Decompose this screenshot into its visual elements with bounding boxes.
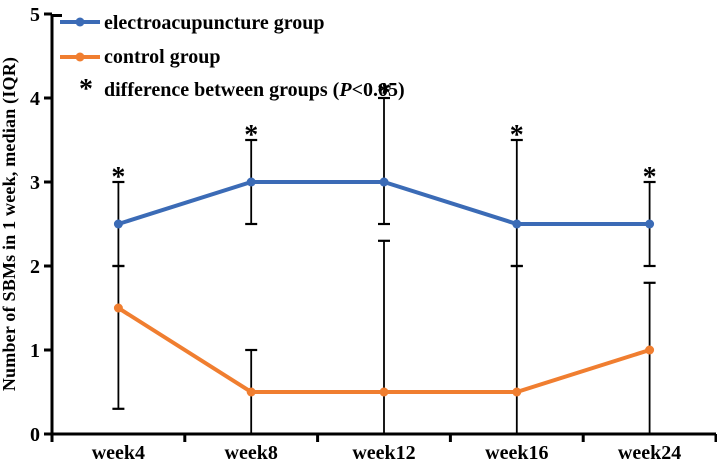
x-tick-label: week16 <box>485 442 548 464</box>
legend-marker-electroacupuncture-icon <box>75 17 85 27</box>
significance-asterisk: * <box>510 120 524 151</box>
x-tick-label: week24 <box>618 442 681 464</box>
legend-label-control: control group <box>104 46 221 68</box>
y-tick-label: 0 <box>30 424 40 446</box>
y-tick-label: 2 <box>30 256 40 278</box>
y-tick-label: 4 <box>30 88 40 110</box>
error-bars-layer <box>112 96 656 436</box>
data-point-marker <box>512 387 522 397</box>
significance-note-suffix: <0.05) <box>352 79 405 101</box>
data-point-marker <box>113 303 123 313</box>
significance-note-prefix: difference between groups ( <box>104 79 340 101</box>
data-point-marker <box>246 387 256 397</box>
x-tick-labels: week4 week8 week12 week16 week24 <box>92 442 682 464</box>
legend-label-electroacupuncture: electroacupuncture group <box>104 12 325 34</box>
data-point-marker <box>379 387 389 397</box>
data-point-marker <box>645 219 655 229</box>
significance-asterisk: * <box>377 78 391 109</box>
data-point-marker <box>113 219 123 229</box>
data-point-marker <box>645 345 655 355</box>
data-point-marker <box>379 177 389 187</box>
significance-legend-asterisk: * <box>79 74 93 105</box>
x-tick-label: week12 <box>352 442 415 464</box>
significance-asterisk: * <box>244 120 258 151</box>
axes-layer <box>44 12 717 442</box>
y-axis-title: Number of SBMs in 1 week, median (IQR) <box>0 57 20 391</box>
y-tick-label: 5 <box>30 4 40 26</box>
data-point-marker <box>246 177 256 187</box>
series-layer <box>113 177 655 397</box>
significance-asterisks-layer: * * * * * <box>111 78 656 193</box>
y-tick-label: 1 <box>30 340 40 362</box>
x-tick-label: week4 <box>92 442 145 464</box>
significance-asterisk: * <box>111 162 125 193</box>
significance-note-p: P <box>338 79 352 101</box>
data-point-marker <box>512 219 522 229</box>
x-tick-label: week8 <box>225 442 278 464</box>
significance-note: difference between groups (P<0.05) <box>104 79 405 101</box>
significance-asterisk: * <box>643 162 657 193</box>
legend-marker-control-icon <box>75 52 85 62</box>
legend: electroacupuncture group control group *… <box>60 12 405 105</box>
y-tick-label: 3 <box>30 172 40 194</box>
y-tick-labels: 0 1 2 3 4 5 <box>30 4 40 446</box>
